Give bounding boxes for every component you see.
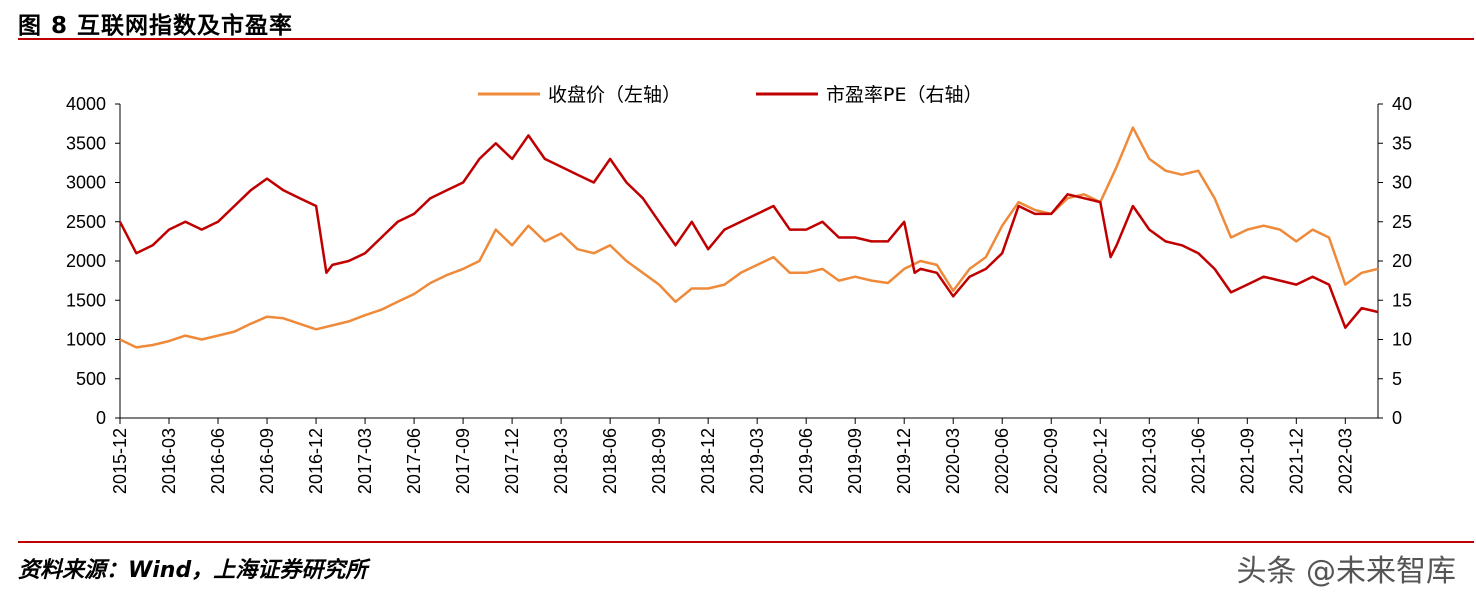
x-tick-label: 2016-09 xyxy=(257,428,277,494)
y-left-tick-label: 500 xyxy=(76,369,106,389)
x-tick-label: 2017-06 xyxy=(404,428,424,494)
x-tick-label: 2022-03 xyxy=(1335,428,1355,494)
axes-layer: 0 500 1000 1500 2000 2500 3000 3500 4000 0 5 10 15 20… xyxy=(66,94,1412,494)
x-tick-label: 2020-06 xyxy=(992,428,1012,494)
x-tick-label: 2019-12 xyxy=(894,428,914,494)
legend: 收盘价（左轴） 市盈率PE（右轴） xyxy=(478,84,982,106)
legend-label: 收盘价（左轴） xyxy=(548,84,681,106)
y-right-tick-label: 0 xyxy=(1392,408,1402,428)
title-rule xyxy=(18,38,1474,40)
x-tick-label: 2021-09 xyxy=(1237,428,1257,494)
y-right-tick-label: 25 xyxy=(1392,212,1412,232)
x-tick-label: 2018-03 xyxy=(551,428,571,494)
x-tick-label: 2020-09 xyxy=(1041,428,1061,494)
watermark: 头条 @未来智库 xyxy=(1236,554,1456,589)
legend-label: 市盈率PE（右轴） xyxy=(826,84,982,106)
y-right-tick-label: 5 xyxy=(1392,369,1402,389)
y-right-tick-label: 20 xyxy=(1392,251,1412,271)
x-tick-label: 2021-06 xyxy=(1188,428,1208,494)
x-tick-label: 2016-06 xyxy=(208,428,228,494)
x-tick-label: 2021-03 xyxy=(1139,428,1159,494)
x-tick-label: 2020-12 xyxy=(1090,428,1110,494)
figure-title: 图 8 互联网指数及市盈率 xyxy=(18,13,294,39)
close-price-line xyxy=(119,126,1379,349)
x-tick-label: 2017-09 xyxy=(453,428,473,494)
x-tick-label: 2018-06 xyxy=(600,428,620,494)
y-left-tick-label: 1000 xyxy=(66,330,106,350)
y-left-tick-label: 2500 xyxy=(66,212,106,232)
y-right-tick-label: 40 xyxy=(1392,94,1412,114)
x-tick-label: 2019-09 xyxy=(845,428,865,494)
x-tick-label: 2015-12 xyxy=(110,428,130,494)
footer-rule xyxy=(18,541,1474,543)
y-left-tick-label: 0 xyxy=(96,408,106,428)
x-tick-label: 2020-03 xyxy=(943,428,963,494)
x-tick-label: 2016-12 xyxy=(306,428,326,494)
x-tick-label: 2018-09 xyxy=(649,428,669,494)
y-left-tick-label: 4000 xyxy=(66,94,106,114)
y-left-tick-label: 2000 xyxy=(66,251,106,271)
pe-ratio-line xyxy=(118,134,1379,329)
x-tick-label: 2018-12 xyxy=(698,428,718,494)
y-right-tick-label: 15 xyxy=(1392,290,1412,310)
series-layer xyxy=(118,126,1379,349)
x-tick-label: 2017-12 xyxy=(502,428,522,494)
x-tick-label: 2021-12 xyxy=(1286,428,1306,494)
chart-svg: 0 500 1000 1500 2000 2500 3000 3500 4000 0 5 10 15 20… xyxy=(66,84,1412,494)
y-right-tick-label: 10 xyxy=(1392,330,1412,350)
x-tick-label: 2019-06 xyxy=(796,428,816,494)
y-left-tick-label: 3500 xyxy=(66,133,106,153)
y-left-tick-label: 3000 xyxy=(66,173,106,193)
x-tick-label: 2017-03 xyxy=(355,428,375,494)
x-tick-label: 2019-03 xyxy=(747,428,767,494)
y-right-tick-label: 35 xyxy=(1392,133,1412,153)
source-note: 资料来源：Wind，上海证券研究所 xyxy=(18,558,368,583)
x-tick-label: 2016-03 xyxy=(159,428,179,494)
y-right-tick-label: 30 xyxy=(1392,173,1412,193)
y-left-tick-label: 1500 xyxy=(66,290,106,310)
